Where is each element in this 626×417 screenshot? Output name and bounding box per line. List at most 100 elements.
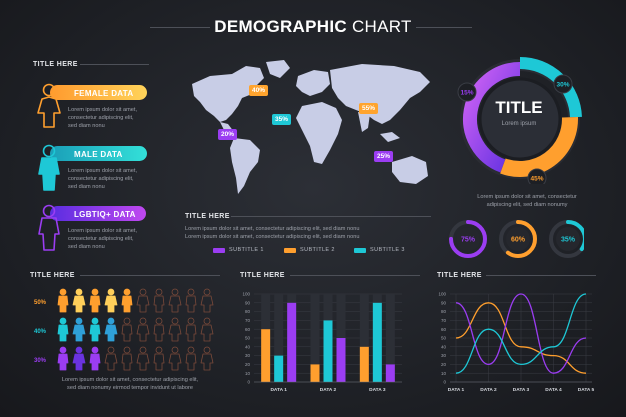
map-title-rule <box>231 216 431 217</box>
person-head <box>187 346 195 354</box>
person-head <box>155 317 163 325</box>
bar-ytick: 10 <box>245 371 251 376</box>
line-xtick: DATA 3 <box>513 387 530 393</box>
asia-shape <box>330 64 430 124</box>
people-text-2-1: Lorem ipsum dolor sit amet, <box>68 168 138 174</box>
line-ytick: 100 <box>438 292 446 297</box>
ring-arc-2 <box>499 220 537 258</box>
bar-track <box>310 294 320 382</box>
person-head <box>139 317 147 325</box>
male-person-icon <box>57 353 69 371</box>
person-head <box>59 346 67 354</box>
map-badge-35: 35% <box>272 114 292 125</box>
male-person-icon <box>38 144 60 191</box>
person-head <box>123 288 131 296</box>
person-head <box>203 346 211 354</box>
donut-subtitle: Lorem ipsum <box>501 121 537 127</box>
female-person-icon <box>200 324 214 342</box>
female-person-icon <box>200 353 214 371</box>
line-ytick: 70 <box>441 318 447 323</box>
legend-label-3: SUBTITLE 3 <box>370 247 405 253</box>
person-head <box>91 288 99 296</box>
female-person-icon <box>104 353 118 371</box>
page-title: DEMOGRAPHIC CHART <box>0 17 626 37</box>
bar-chart: 0 10 20 30 40 50 60 70 80 90 100 DATA 1 DATA 2 DATA 3 <box>242 292 402 393</box>
bar-ytick: 100 <box>242 292 250 297</box>
people-text-2-3: sed diam nonu <box>68 184 105 190</box>
people-text-2-2: consectetur adipiscing elit, <box>68 176 134 182</box>
bar-ytick: 90 <box>245 300 251 305</box>
line-xtick: DATA 5 <box>578 387 595 393</box>
bar-2-1 <box>310 364 320 382</box>
people-pill-3: LGBTIQ+ DATA <box>50 206 146 221</box>
person-icon <box>38 204 60 251</box>
male-person-icon <box>185 353 197 371</box>
person-head <box>91 346 99 354</box>
pictogram-text-line-1: Lorem ipsum dolor sit amet, consectetur … <box>61 377 199 383</box>
person-head <box>91 317 99 325</box>
bar-ytick: 60 <box>245 327 251 332</box>
line-ytick: 20 <box>441 362 447 367</box>
male-person-icon <box>89 295 101 313</box>
greenland-shape <box>266 60 290 78</box>
legend-swatch-2 <box>284 248 296 253</box>
person-head <box>107 346 115 354</box>
person-head <box>107 288 115 296</box>
people-text-1-3: sed diam nonu <box>68 123 105 129</box>
bar-1-1 <box>261 329 271 382</box>
legend-swatch-1 <box>213 248 225 253</box>
male-person-icon <box>57 295 69 313</box>
people-pill-2: MALE DATA <box>50 146 147 161</box>
bar-xtick: DATA 3 <box>369 387 386 393</box>
female-person-icon <box>72 353 86 371</box>
donut-label-bubble <box>553 74 573 94</box>
bar-3-2 <box>372 302 382 382</box>
ring-label-1: 75% <box>461 236 476 243</box>
line-series-1 <box>455 302 587 374</box>
female-person-icon <box>104 295 118 313</box>
line-xtick: DATA 2 <box>480 387 497 393</box>
line-xtick: DATA 1 <box>448 387 465 393</box>
male-person-icon <box>57 324 69 342</box>
male-person-icon <box>89 324 101 342</box>
bar-xtick: DATA 1 <box>270 387 287 393</box>
female-person-icon <box>136 353 150 371</box>
person-head <box>171 317 179 325</box>
male-person-icon <box>153 353 165 371</box>
line-ytick: 80 <box>441 309 447 314</box>
map-badge-55: 55% <box>359 103 379 114</box>
line-section-title: TITLE HERE <box>437 272 482 279</box>
bar-ytick: 80 <box>245 309 251 314</box>
pictogram-title-rule <box>80 275 220 276</box>
map-badge-25: 25% <box>374 151 394 162</box>
ring-label-3: 35% <box>561 236 576 243</box>
female-person-icon <box>168 324 182 342</box>
female-person-icon <box>136 295 150 313</box>
indonesia-shape <box>380 132 400 142</box>
icon-body <box>38 157 60 191</box>
donut-text-line-1: Lorem ipsum dolor sit amet, consectetur <box>477 194 577 200</box>
map-text-line-2: Lorem ipsum dolor sit amet, consectetur … <box>185 234 360 240</box>
donut-title: TITLE <box>495 98 543 117</box>
line-ytick: 40 <box>441 344 447 349</box>
bar-ytick: 0 <box>247 380 250 385</box>
female-person-icon <box>136 324 150 342</box>
map-text-line-1: Lorem ipsum dolor sit amet, consectetur … <box>185 226 360 232</box>
female-person-icon <box>37 83 61 128</box>
female-person-icon <box>72 324 86 342</box>
line-series-2 <box>455 293 587 374</box>
male-person-icon <box>185 324 197 342</box>
bar-2-2 <box>323 320 333 382</box>
male-person-icon <box>121 295 133 313</box>
person-head <box>171 346 179 354</box>
bar-ytick: 20 <box>245 362 251 367</box>
male-person-icon <box>121 324 133 342</box>
south-america-shape <box>230 138 260 194</box>
person-head <box>107 317 115 325</box>
person-head <box>155 346 163 354</box>
bar-ytick: 50 <box>245 336 251 341</box>
bar-track <box>359 294 369 382</box>
australia-shape <box>392 156 428 184</box>
icon-body <box>38 217 60 251</box>
female-person-icon <box>104 324 118 342</box>
